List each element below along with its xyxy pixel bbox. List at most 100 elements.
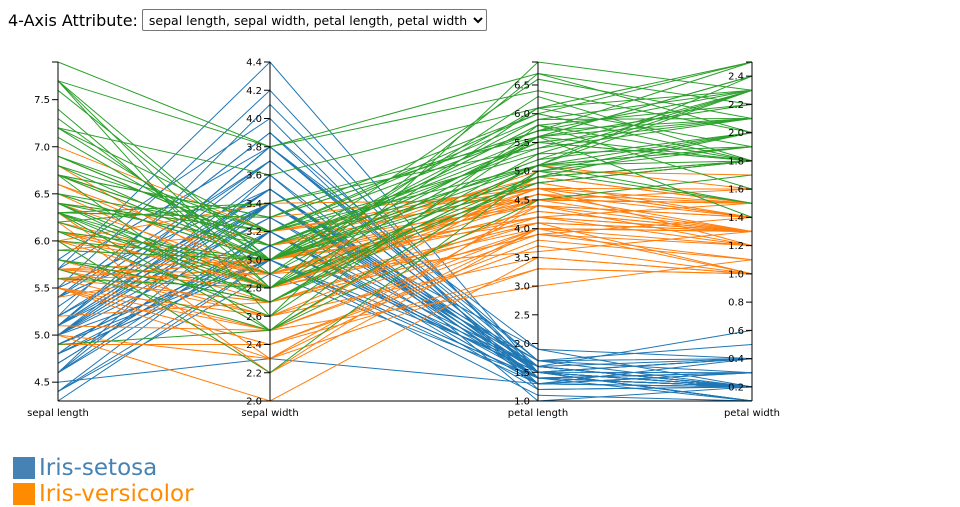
line-iris-virginica-40 [57, 75, 753, 247]
tick-label: 0.4 [728, 354, 744, 365]
tick-label: 7.0 [34, 142, 50, 153]
tick: 2.2 [728, 100, 752, 111]
line-iris-virginica-25 [57, 113, 753, 233]
tick-label: 0.2 [728, 382, 744, 393]
line-iris-versicolor-39 [57, 228, 753, 331]
tick: 0.2 [728, 382, 752, 393]
line-iris-virginica-0 [57, 61, 753, 218]
tick: 5.0 [514, 167, 538, 178]
tick: 1.4 [728, 213, 752, 224]
line-iris-setosa-42 [57, 230, 753, 392]
tick-label: 2.4 [728, 72, 744, 83]
axis-label: petal width [724, 408, 780, 419]
tick-label: 4.0 [246, 114, 262, 125]
line-iris-setosa-46 [57, 146, 753, 388]
tick-label: 2.5 [514, 310, 530, 321]
tick: 3.2 [246, 227, 270, 238]
line-iris-versicolor-31 [57, 245, 753, 346]
legend-swatch [13, 483, 35, 505]
tick-label: 3.8 [246, 142, 262, 153]
line-iris-versicolor-47 [57, 210, 753, 275]
axis-petal-width[interactable]: 0.2 0.4 0.6 0.8 1.0 1.2 1.4 1.6 1.8 2.0 2.2 2.4 peta… [724, 61, 780, 419]
axis-label: sepal length [27, 408, 89, 419]
tick-label: 2.0 [728, 128, 744, 139]
tick: 6.5 [34, 189, 58, 200]
line-iris-virginica-21 [57, 132, 753, 289]
tick-label: 1.2 [728, 241, 744, 252]
tick-label: 4.4 [246, 58, 262, 69]
tick: 3.0 [514, 282, 538, 293]
tick: 7.0 [34, 142, 58, 153]
tick: 2.5 [514, 310, 538, 321]
line-iris-virginica-11 [57, 146, 753, 303]
line-iris-virginica-17 [57, 72, 753, 148]
tick-label: 7.5 [34, 95, 50, 106]
tick-label: 5.0 [514, 167, 530, 178]
line-iris-virginica-19 [57, 170, 753, 374]
tick-label: 1.5 [514, 368, 530, 379]
tick: 1.0 [728, 269, 752, 280]
tick: 4.0 [514, 224, 538, 235]
line-iris-setosa-41 [57, 358, 753, 385]
tick-label: 4.0 [514, 224, 530, 235]
tick-label: 4.2 [246, 86, 262, 97]
tick-label: 6.5 [514, 80, 530, 91]
tick-label: 1.0 [728, 269, 744, 280]
tick: 7.5 [34, 95, 58, 106]
legend: Iris-setosa Iris-versicolor [13, 455, 194, 507]
line-iris-setosa-37 [57, 245, 753, 402]
legend-item-setosa[interactable]: Iris-setosa [13, 455, 194, 481]
tick-label: 3.0 [246, 255, 262, 266]
tick: 5.5 [514, 138, 538, 149]
line-iris-virginica-46 [57, 146, 753, 331]
line-iris-versicolor-37 [57, 205, 753, 360]
line-iris-virginica-49 [57, 160, 753, 261]
tick-label: 2.0 [514, 339, 530, 350]
line-iris-virginica-9 [57, 61, 753, 176]
tick: 2.4 [728, 72, 752, 83]
tick: 4.2 [246, 86, 270, 97]
tick: 1.2 [728, 241, 752, 252]
tick-label: 1.6 [728, 185, 744, 196]
tick: 5.0 [34, 331, 58, 342]
tick: 3.5 [514, 253, 538, 264]
line-iris-virginica-29 [57, 124, 753, 261]
line-iris-virginica-31 [57, 61, 753, 148]
tick-label: 6.0 [34, 236, 50, 247]
tick: 2.6 [246, 312, 270, 323]
axis-attribute-select[interactable]: sepal length, sepal width, petal length,… [141, 9, 487, 31]
tick: 2.4 [246, 340, 270, 351]
tick-label: 3.0 [514, 282, 530, 293]
line-iris-virginica-44 [57, 61, 753, 218]
legend-item-versicolor[interactable]: Iris-versicolor [13, 481, 194, 507]
tick: 6.0 [514, 109, 538, 120]
axis-sepal-length[interactable]: 4.5 5.0 5.5 6.0 6.5 7.0 7.5 sepal length [27, 61, 89, 419]
axis-petal-length[interactable]: 1.0 1.5 2.0 2.5 3.0 3.5 4.0 4.5 5.0 5.5 6.0 6.5 peta… [508, 61, 568, 419]
line-iris-virginica-37 [57, 141, 753, 247]
tick-label: 5.5 [514, 138, 530, 149]
tick: 3.0 [246, 255, 270, 266]
legend-label: Iris-setosa [39, 455, 158, 481]
tick-label: 3.4 [246, 199, 262, 210]
axis-label: sepal width [241, 408, 298, 419]
tick: 0.6 [728, 326, 752, 337]
tick-label: 3.2 [246, 227, 262, 238]
tick-label: 1.4 [728, 213, 744, 224]
axis-sepal-width[interactable]: 2.0 2.2 2.4 2.6 2.8 3.0 3.2 3.4 3.6 3.8 4.0 4.2 4.4 s… [241, 58, 298, 420]
tick-label: 0.8 [728, 298, 744, 309]
tick: 1.0 [514, 397, 538, 408]
parallel-coordinates-chart: 4.5 5.0 5.5 6.0 6.5 7.0 7.5 sepal length 2.0 2.2 2… [27, 58, 780, 420]
axis-attribute-label: 4-Axis Attribute: [8, 10, 138, 30]
tick: 2.0 [246, 397, 270, 408]
lines [57, 61, 753, 402]
tick-label: 6.5 [34, 189, 50, 200]
tick: 6.5 [514, 80, 538, 91]
tick: 2.2 [246, 368, 270, 379]
line-iris-versicolor-40 [57, 205, 753, 317]
line-iris-versicolor-43 [57, 268, 753, 360]
line-iris-versicolor-48 [57, 259, 753, 331]
line-iris-virginica-38 [57, 160, 753, 261]
tick: 4.5 [514, 195, 538, 206]
line-iris-versicolor-45 [57, 216, 753, 270]
axis-label: petal length [508, 408, 568, 419]
